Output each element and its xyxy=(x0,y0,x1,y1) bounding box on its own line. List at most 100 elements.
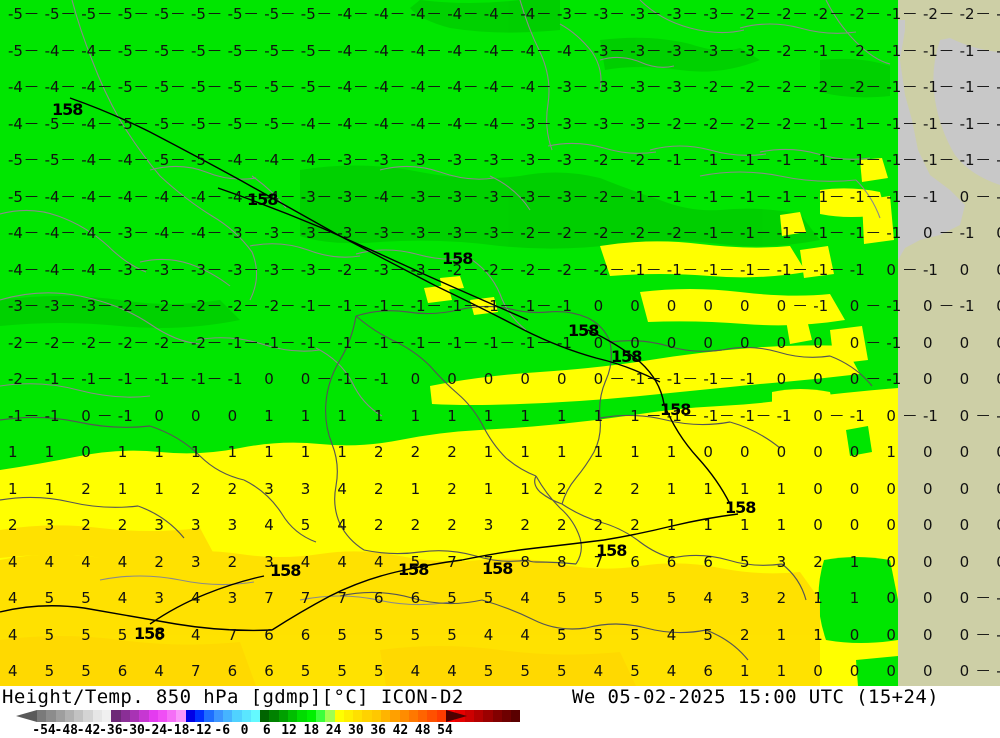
grid-connector: — xyxy=(61,261,75,277)
grid-connector: — xyxy=(61,152,75,167)
grid-connector: — xyxy=(134,115,148,131)
colorbar-tick-label: -12 xyxy=(188,723,212,738)
grid-value: -4 xyxy=(337,114,353,133)
grid-value: -3 xyxy=(227,224,243,242)
grid-value: -5 xyxy=(154,151,170,169)
grid-value: 3 xyxy=(154,516,164,534)
grid-connector: — xyxy=(427,334,441,350)
grid-connector: — xyxy=(171,298,185,313)
grid-value: -5 xyxy=(44,151,60,169)
grid-value: -5 xyxy=(227,78,243,96)
grid-value: 5 xyxy=(630,589,640,607)
colorbar-swatch xyxy=(157,710,168,722)
grid-value: -4 xyxy=(81,151,97,169)
grid-value: 4 xyxy=(300,552,311,571)
colorbar-swatch xyxy=(37,710,47,722)
grid-value: -4 xyxy=(300,114,316,133)
grid-value: 0 xyxy=(996,554,1000,570)
grid-value: -1 xyxy=(630,187,646,206)
grid-value: -4 xyxy=(44,260,60,279)
grid-connector: — xyxy=(281,334,295,350)
grid-value: -4 xyxy=(81,260,97,279)
grid-connector: — xyxy=(281,152,295,167)
grid-connector: — xyxy=(134,334,148,350)
colorbar-swatch xyxy=(436,710,447,722)
grid-value: 1 xyxy=(740,479,750,498)
grid-connector: — xyxy=(281,261,295,277)
colorbar-ticks: -54 -48 -42 -36 -30 -24 -18 -12 -6 0 6 12 18 24 30 36 42… xyxy=(0,723,1000,738)
grid-connector: — xyxy=(61,6,75,21)
grid-connector: — xyxy=(537,188,551,204)
colorbar-swatch xyxy=(74,710,84,722)
grid-connector: — xyxy=(281,79,295,94)
grid-value: 0 xyxy=(813,479,823,498)
grid-value: -1 xyxy=(81,370,97,388)
grid-value: -3 xyxy=(264,224,280,242)
colorbar-swatch xyxy=(380,710,391,722)
grid-value: -3 xyxy=(374,151,389,169)
grid-connector: — xyxy=(171,115,185,131)
grid-connector: — xyxy=(866,79,880,94)
grid-value: -3 xyxy=(191,260,206,279)
grid-connector: — xyxy=(537,115,551,131)
grid-value: 7 xyxy=(300,589,311,607)
grid-value: -1 xyxy=(740,151,755,169)
grid-value: 6 xyxy=(117,662,128,680)
colorbar-swatch xyxy=(315,710,326,722)
grid-value: -2 xyxy=(666,114,682,133)
grid-value: 0 xyxy=(959,625,970,644)
grid-connector: — xyxy=(61,334,75,350)
grid-value: -4 xyxy=(374,5,389,23)
grid-value: -4 xyxy=(410,41,426,60)
grid-connector: — xyxy=(537,79,551,94)
grid-connector: — xyxy=(464,188,478,204)
grid-value: 4 xyxy=(264,516,274,534)
grid-value: -1 xyxy=(337,297,353,315)
grid-value: 0 xyxy=(154,406,164,425)
grid-value: 0 xyxy=(776,333,787,352)
grid-connector: — xyxy=(25,6,38,21)
grid-value: 0 xyxy=(849,370,860,388)
grid-value: -1 xyxy=(886,187,902,206)
grid-value: -5 xyxy=(44,5,60,23)
grid-value: 1 xyxy=(666,516,677,534)
grid-value: 0 xyxy=(740,333,750,352)
colorbar-swatch xyxy=(343,710,354,722)
contour-label-158: 158 xyxy=(398,560,429,579)
grid-value: -1 xyxy=(886,151,902,169)
grid-value: 5 xyxy=(593,589,604,607)
grid-connector: — xyxy=(171,334,185,350)
grid-connector: — xyxy=(25,261,38,277)
grid-value: -4 xyxy=(520,5,536,23)
grid-value: 5 xyxy=(44,589,55,607)
grid-value: -1 xyxy=(666,406,682,425)
grid-connector: — xyxy=(866,42,880,58)
grid-connector: — xyxy=(391,334,404,350)
grid-value: 2 xyxy=(557,479,567,498)
grid-value: -3 xyxy=(374,260,389,279)
grid-value: -3 xyxy=(593,5,609,23)
grid-value: 1 xyxy=(776,516,787,534)
grid-value: 3 xyxy=(191,552,201,571)
grid-connector: — xyxy=(647,115,661,131)
grid-value: 3 xyxy=(154,589,164,607)
grid-connector: — xyxy=(427,261,441,277)
grid-value: 0 xyxy=(959,662,970,680)
grid-connector: — xyxy=(208,261,221,277)
grid-connector: — xyxy=(391,188,404,204)
grid-value: -1 xyxy=(923,406,938,425)
grid-connector: — xyxy=(208,188,221,204)
contour-label-158: 158 xyxy=(596,541,627,560)
grid-value: -1 xyxy=(703,187,719,206)
grid-value: 0 xyxy=(959,260,970,279)
grid-connector: — xyxy=(793,79,807,94)
colorbar-swatch xyxy=(371,710,381,722)
colorbar-swatch xyxy=(511,710,521,722)
map-canvas[interactable]: -5— -5— -5— -5— -5— -5— -5— -5— -5— -4— -4— -4— -4— -… xyxy=(0,0,1000,686)
grid-value: -1 xyxy=(300,333,316,352)
grid-value: -1 xyxy=(886,78,902,96)
colorbar[interactable] xyxy=(0,710,1000,722)
colorbar-swatch xyxy=(232,710,242,722)
grid-value: 1 xyxy=(740,516,750,534)
grid-value: 4 xyxy=(374,552,384,571)
